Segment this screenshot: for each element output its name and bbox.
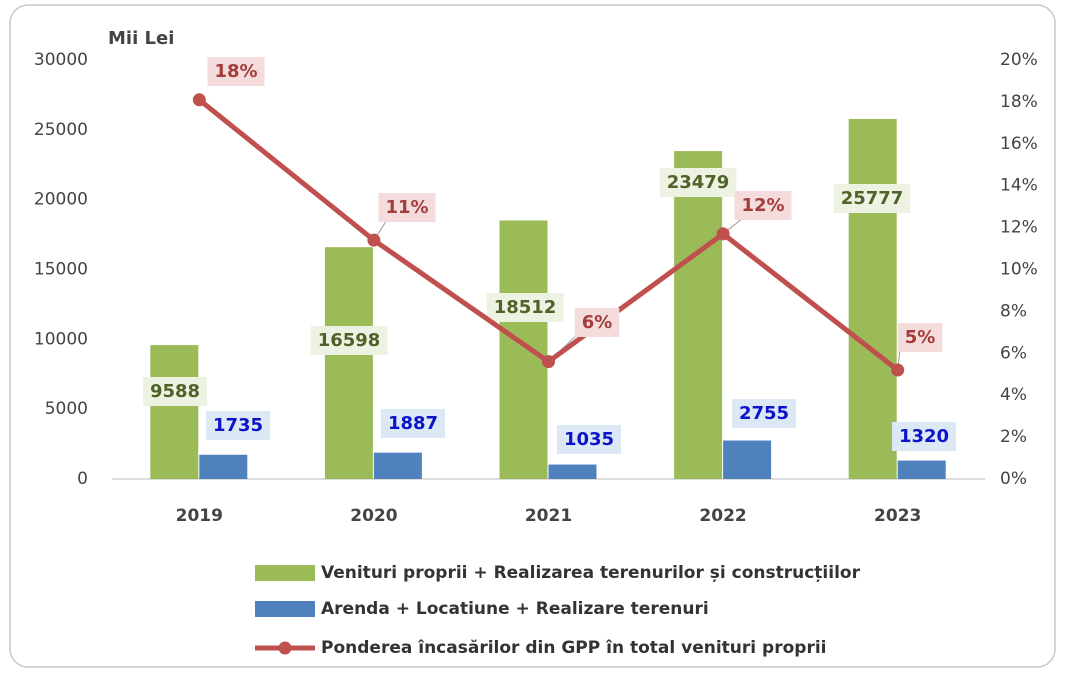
y-tick-label: 10000 <box>34 329 88 349</box>
x-tick-label: 2020 <box>350 506 397 526</box>
x-tick-label: 2022 <box>699 506 746 526</box>
line-marker <box>192 93 206 107</box>
data-label-bg <box>556 425 622 454</box>
y-tick-label: 5000 <box>45 399 88 419</box>
bar <box>373 452 422 479</box>
data-label: 1887 <box>388 413 438 434</box>
data-label: 9588 <box>150 381 200 402</box>
x-tick-label: 2021 <box>525 506 572 526</box>
data-label-bg <box>897 323 943 352</box>
data-label-bg <box>734 191 792 220</box>
data-label-bg <box>731 399 797 428</box>
data-label-bg <box>205 411 271 440</box>
data-label-bg <box>380 409 446 438</box>
y-tick-label: 30000 <box>34 50 88 70</box>
data-label: 18% <box>214 61 257 82</box>
legend-swatch <box>255 565 315 581</box>
data-label: 11% <box>385 197 428 218</box>
y2-tick-label: 18% <box>1000 92 1038 112</box>
data-label: 18512 <box>494 297 557 318</box>
line-marker <box>716 227 730 241</box>
y-tick-label: 0 <box>77 469 88 489</box>
x-tick-label: 2019 <box>176 506 223 526</box>
data-label: 16598 <box>318 330 381 351</box>
y2-tick-label: 20% <box>1000 50 1038 70</box>
data-label: 6% <box>582 312 613 333</box>
data-label: 2755 <box>739 403 789 424</box>
data-label: 1735 <box>213 415 263 436</box>
bar <box>674 151 723 479</box>
y-tick-label: 25000 <box>34 120 88 140</box>
legend-label: Venituri proprii + Realizarea terenurilo… <box>321 563 861 583</box>
y2-tick-label: 0% <box>1000 469 1027 489</box>
y2-tick-label: 16% <box>1000 134 1038 154</box>
bar <box>897 460 946 479</box>
data-label-bg <box>207 57 265 86</box>
legend-marker <box>278 641 292 655</box>
legend-swatch <box>255 601 315 617</box>
bar <box>548 464 597 479</box>
data-label-bg <box>310 326 388 355</box>
legend-label: Ponderea încasărilor din GPP în total ve… <box>321 638 826 658</box>
line-marker <box>367 233 381 247</box>
data-label-bg <box>378 193 436 222</box>
bar <box>723 440 772 479</box>
bar <box>324 247 373 479</box>
bar <box>848 118 897 479</box>
data-label-bg <box>891 422 957 451</box>
bar <box>199 454 248 479</box>
data-label-bg <box>142 377 208 406</box>
data-label: 1320 <box>899 426 949 447</box>
y2-tick-label: 14% <box>1000 176 1038 196</box>
bar <box>150 345 199 479</box>
data-label-bg <box>574 308 620 337</box>
data-label-bg <box>833 184 911 213</box>
data-label: 25777 <box>841 188 904 209</box>
y2-tick-label: 2% <box>1000 427 1027 447</box>
data-label-bg <box>659 168 737 197</box>
data-label: 1035 <box>564 429 614 450</box>
bar <box>499 220 548 479</box>
y2-tick-label: 10% <box>1000 260 1038 280</box>
data-label: 5% <box>905 327 936 348</box>
y-tick-label: 20000 <box>34 190 88 210</box>
y2-tick-label: 12% <box>1000 218 1038 238</box>
line-marker <box>891 363 905 377</box>
data-label-bg <box>486 293 564 322</box>
data-label: 12% <box>741 195 784 216</box>
y-axis-label: Mii Lei <box>108 28 174 49</box>
y2-tick-label: 6% <box>1000 343 1027 363</box>
data-label: 23479 <box>667 172 730 193</box>
legend-label: Arenda + Locatiune + Realizare terenuri <box>321 599 709 619</box>
line-marker <box>542 355 555 369</box>
y-tick-label: 15000 <box>34 260 88 280</box>
y2-tick-label: 4% <box>1000 385 1027 405</box>
y2-tick-label: 8% <box>1000 301 1027 321</box>
x-tick-label: 2023 <box>874 506 921 526</box>
